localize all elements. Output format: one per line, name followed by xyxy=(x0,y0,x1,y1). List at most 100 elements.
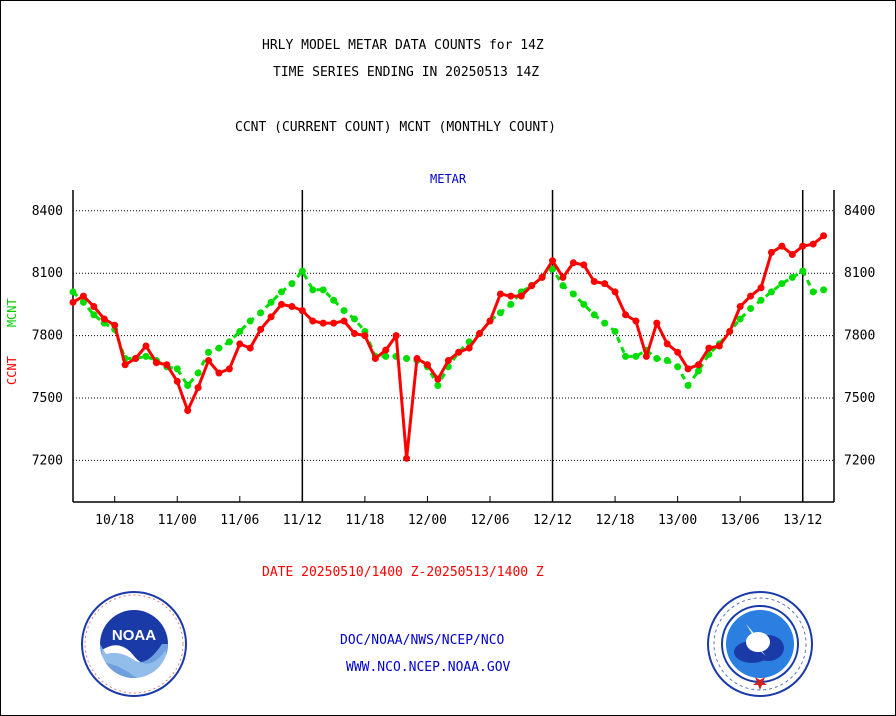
x-tick-label: 12/18 xyxy=(596,513,635,528)
y-tick-label-right: 7200 xyxy=(844,453,875,468)
data-point-ccnt xyxy=(757,284,765,292)
data-point-ccnt xyxy=(246,344,254,352)
data-point-mcnt xyxy=(340,307,348,315)
data-point-mcnt xyxy=(788,273,796,281)
y-tick-label-right: 8100 xyxy=(844,266,875,281)
data-point-mcnt xyxy=(590,311,598,319)
data-point-ccnt xyxy=(392,332,400,340)
data-point-mcnt xyxy=(757,296,765,304)
data-point-ccnt xyxy=(455,348,463,356)
data-point-mcnt xyxy=(173,365,181,373)
data-point-mcnt xyxy=(684,382,692,390)
data-point-mcnt xyxy=(736,315,744,323)
data-point-ccnt xyxy=(132,354,140,362)
y-tick-label-right: 8400 xyxy=(844,204,875,219)
data-point-ccnt xyxy=(319,319,327,327)
data-point-ccnt xyxy=(340,317,348,325)
data-point-ccnt xyxy=(580,261,588,269)
data-point-ccnt xyxy=(184,406,192,414)
data-point-mcnt xyxy=(69,288,77,296)
data-point-ccnt xyxy=(622,311,630,319)
data-point-ccnt xyxy=(820,232,828,240)
data-point-ccnt xyxy=(559,273,567,281)
data-point-ccnt xyxy=(632,317,640,325)
data-point-ccnt xyxy=(288,302,296,310)
data-point-mcnt xyxy=(246,317,254,325)
data-point-mcnt xyxy=(434,382,442,390)
x-tick-label: 11/00 xyxy=(158,513,197,528)
data-point-ccnt xyxy=(309,317,317,325)
data-point-ccnt xyxy=(371,354,379,362)
data-point-mcnt xyxy=(820,286,828,294)
y-tick-label-left: 7500 xyxy=(32,391,63,406)
data-point-ccnt xyxy=(809,240,817,248)
data-point-ccnt xyxy=(476,330,484,338)
data-point-mcnt xyxy=(799,267,807,275)
data-point-mcnt xyxy=(205,348,213,356)
data-point-ccnt xyxy=(507,292,515,300)
data-point-ccnt xyxy=(225,365,233,373)
data-point-mcnt xyxy=(507,300,515,308)
data-point-ccnt xyxy=(663,340,671,348)
data-point-mcnt xyxy=(674,363,682,371)
nws-logo-icon xyxy=(707,591,813,697)
data-point-ccnt xyxy=(121,361,129,369)
x-tick-label: 13/12 xyxy=(783,513,822,528)
chart-title-line2: TIME SERIES ENDING IN 20250513 14Z xyxy=(273,65,540,80)
data-point-mcnt xyxy=(747,305,755,313)
data-point-ccnt xyxy=(215,369,223,377)
data-point-mcnt xyxy=(319,286,327,294)
y-tick-label-right: 7800 xyxy=(844,329,875,344)
x-tick-label: 13/00 xyxy=(658,513,697,528)
data-point-mcnt xyxy=(653,354,661,362)
x-tick-label: 13/06 xyxy=(721,513,760,528)
svg-text:NOAA: NOAA xyxy=(112,627,156,644)
data-point-ccnt xyxy=(434,375,442,383)
data-point-ccnt xyxy=(684,365,692,373)
data-point-ccnt xyxy=(277,300,285,308)
data-point-ccnt xyxy=(799,242,807,250)
x-tick-label: 11/06 xyxy=(220,513,259,528)
y-tick-label-left: 7800 xyxy=(32,329,63,344)
data-point-mcnt xyxy=(382,352,390,360)
data-point-ccnt xyxy=(444,357,452,365)
data-point-mcnt xyxy=(632,352,640,360)
data-point-mcnt xyxy=(622,352,630,360)
data-point-mcnt xyxy=(309,286,317,294)
data-point-mcnt xyxy=(559,282,567,290)
data-point-mcnt xyxy=(403,354,411,362)
data-point-mcnt xyxy=(298,267,306,275)
data-point-mcnt xyxy=(767,288,775,296)
y-tick-label-right: 7500 xyxy=(844,391,875,406)
data-point-ccnt xyxy=(69,298,77,306)
data-point-ccnt xyxy=(767,248,775,256)
data-point-ccnt xyxy=(257,325,265,333)
chart-title-line1: HRLY MODEL METAR DATA COUNTS for 14Z xyxy=(262,38,544,53)
y-tick-label-left: 8100 xyxy=(32,266,63,281)
data-point-ccnt xyxy=(705,344,713,352)
data-point-ccnt xyxy=(298,307,306,315)
data-point-ccnt xyxy=(111,321,119,329)
data-point-mcnt xyxy=(694,367,702,375)
data-point-ccnt xyxy=(601,280,609,288)
data-point-ccnt xyxy=(330,319,338,327)
data-point-ccnt xyxy=(100,315,108,323)
data-point-mcnt xyxy=(778,280,786,288)
data-point-ccnt xyxy=(173,377,181,385)
x-tick-label: 12/06 xyxy=(470,513,509,528)
data-point-ccnt xyxy=(486,317,494,325)
data-point-ccnt xyxy=(465,344,473,352)
data-point-ccnt xyxy=(90,302,98,310)
data-point-mcnt xyxy=(569,290,577,298)
data-point-ccnt xyxy=(778,242,786,250)
data-point-mcnt xyxy=(288,280,296,288)
data-point-ccnt xyxy=(142,342,150,350)
data-point-mcnt xyxy=(184,382,192,390)
website-link[interactable]: WWW.NCO.NCEP.NOAA.GOV xyxy=(346,660,511,675)
data-point-ccnt xyxy=(694,361,702,369)
y-tick-label-left: 7200 xyxy=(32,453,63,468)
x-tick-label: 12/00 xyxy=(408,513,447,528)
data-point-ccnt xyxy=(413,354,421,362)
date-range: DATE 20250510/1400 Z-20250513/1400 Z xyxy=(262,565,544,580)
org-path-link[interactable]: DOC/NOAA/NWS/NCEP/NCO xyxy=(340,633,505,648)
